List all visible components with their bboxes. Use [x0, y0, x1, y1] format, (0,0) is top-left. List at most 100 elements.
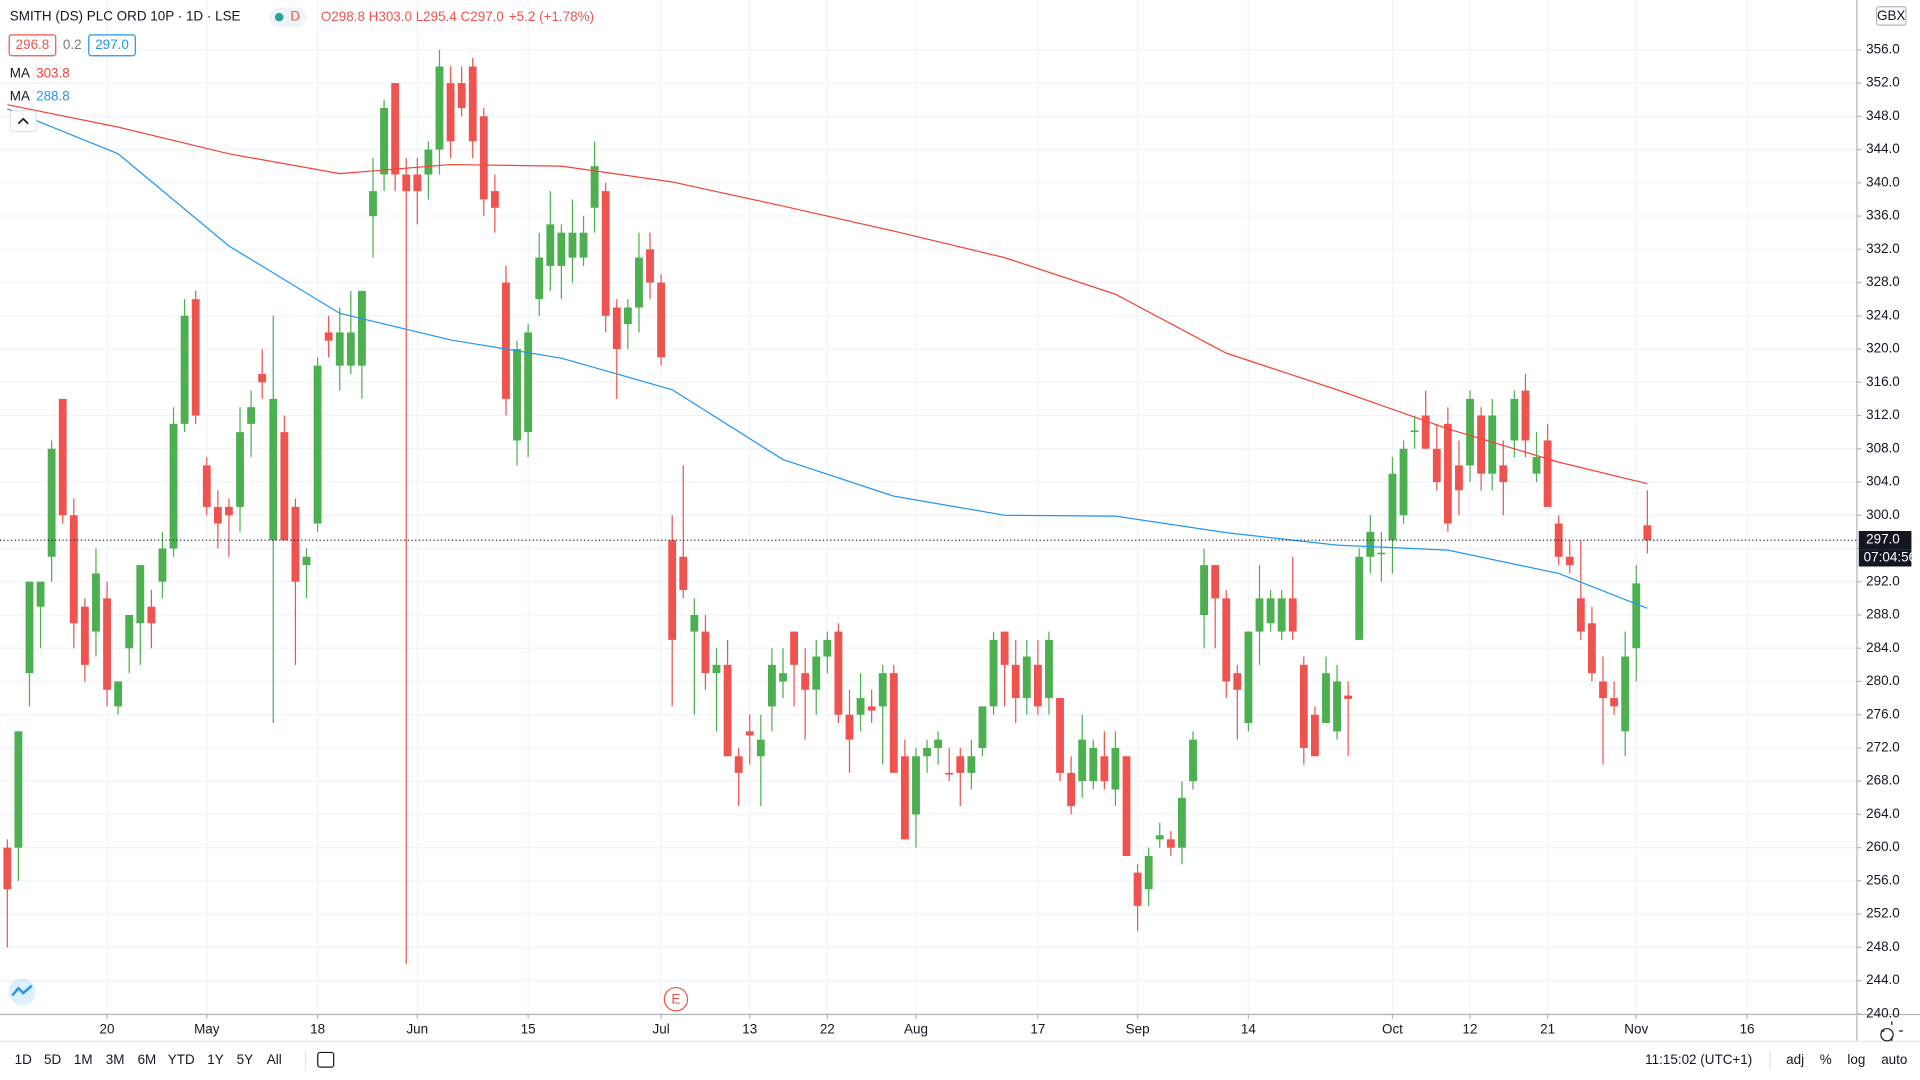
candle-body	[1078, 739, 1087, 782]
spread: 0.2	[63, 37, 82, 52]
y-tick-label: 264.0	[1866, 806, 1900, 821]
candle-body	[1477, 415, 1486, 474]
candle-body	[867, 706, 876, 711]
candle-body	[324, 332, 333, 341]
legend-value: 288.8	[36, 88, 70, 103]
range-button[interactable]: 3M	[106, 1052, 125, 1067]
candle-body	[1488, 415, 1497, 474]
collapse-icon[interactable]	[17, 117, 29, 125]
scale-button[interactable]: %	[1820, 1052, 1832, 1067]
ohlc-key: L	[416, 9, 424, 24]
y-tick-label: 308.0	[1866, 440, 1900, 455]
candle-body	[1178, 797, 1186, 848]
candle-body	[380, 108, 388, 175]
candle-body	[103, 598, 111, 690]
candle-body	[668, 540, 677, 640]
event-label[interactable]: E	[671, 991, 680, 1006]
candle-body	[956, 756, 965, 773]
candle-body	[1455, 465, 1463, 491]
scale-button[interactable]: adj	[1786, 1052, 1804, 1067]
candle-body	[590, 166, 599, 208]
candle-body	[1432, 448, 1441, 483]
candle-body	[36, 581, 45, 607]
candle-body	[779, 673, 787, 682]
candle-body	[69, 515, 78, 624]
candle-body	[1521, 390, 1530, 441]
range-button[interactable]: 6M	[138, 1052, 157, 1067]
y-tick-label: 280.0	[1866, 673, 1900, 688]
candle-body	[723, 664, 732, 757]
plot	[0, 49, 1857, 965]
range-button[interactable]: YTD	[168, 1052, 195, 1067]
range-button[interactable]: All	[267, 1052, 282, 1067]
y-tick-label: 240.0	[1866, 1005, 1900, 1020]
candle-body	[1499, 465, 1508, 483]
candle-body	[1089, 747, 1098, 782]
candle-body	[734, 756, 743, 773]
scale-button[interactable]: auto	[1881, 1052, 1907, 1067]
collapse-button[interactable]	[9, 110, 37, 133]
x-tick-label: 22	[820, 1021, 835, 1036]
candle-body	[1155, 835, 1164, 840]
candle-body	[313, 365, 322, 524]
candle-body	[568, 232, 577, 258]
x-tick-label: 16	[1740, 1021, 1755, 1036]
candle-body	[225, 506, 233, 516]
candle-body	[357, 290, 366, 366]
ask-box[interactable]	[88, 34, 136, 57]
candle-body	[1344, 695, 1353, 699]
bid-box[interactable]	[8, 34, 57, 57]
logo-mark[interactable]	[11, 984, 33, 997]
y-tick-label: 344.0	[1866, 141, 1900, 156]
candle-body	[213, 506, 222, 524]
candle-body	[335, 332, 344, 366]
clock: 11:15:02 (UTC+1)	[1645, 1052, 1752, 1067]
candle-body	[435, 66, 444, 150]
scale-button[interactable]: log	[1847, 1052, 1865, 1067]
badge: D	[290, 9, 300, 24]
candle-body	[258, 373, 267, 383]
settings-icon[interactable]	[1880, 1021, 1903, 1042]
candle-body	[125, 614, 134, 649]
x-tick-label: Sep	[1126, 1021, 1150, 1036]
candle-body	[1211, 565, 1220, 599]
bid[interactable]: 296.8	[16, 37, 50, 52]
x-tick-label: Aug	[904, 1021, 928, 1036]
candle-body	[1056, 698, 1064, 773]
candle-body	[1166, 839, 1175, 848]
x-tick-label: Oct	[1382, 1021, 1403, 1036]
candle-body	[1421, 415, 1430, 449]
candle-body	[1277, 598, 1286, 632]
candle-body	[1333, 681, 1341, 732]
range-button[interactable]: 5D	[44, 1052, 61, 1067]
y-tick-label: 276.0	[1866, 706, 1900, 721]
candle-body	[1366, 531, 1375, 557]
candle-body	[1189, 739, 1197, 782]
candle-body	[346, 332, 355, 366]
range-button[interactable]: 1M	[74, 1052, 93, 1067]
event-marker[interactable]	[663, 986, 689, 1012]
legend-entry: MA 303.8	[10, 65, 70, 80]
candle-body	[546, 224, 555, 266]
candle-body	[1000, 631, 1009, 665]
goto-icon[interactable]	[317, 1051, 335, 1068]
candle-body	[823, 639, 832, 657]
candle-body	[1100, 756, 1109, 782]
candle-body	[934, 739, 943, 748]
ohlc-value: 298.8	[331, 9, 365, 24]
candle-body	[391, 83, 400, 175]
y-tick-label: 312.0	[1866, 407, 1900, 422]
candle-body	[236, 432, 244, 507]
range-button[interactable]: 5Y	[237, 1052, 253, 1067]
candle-body	[1266, 598, 1275, 624]
candle-body	[690, 614, 699, 632]
x-tick-label: 17	[1030, 1021, 1045, 1036]
ohlc-key: C	[461, 9, 471, 24]
ask[interactable]: 297.0	[95, 37, 129, 52]
range-button[interactable]: 1Y	[207, 1052, 223, 1067]
range-button[interactable]: 1D	[15, 1052, 32, 1067]
ohlc-value: 295.4	[423, 9, 457, 24]
candle-body	[424, 149, 433, 175]
candle-body	[158, 548, 167, 582]
